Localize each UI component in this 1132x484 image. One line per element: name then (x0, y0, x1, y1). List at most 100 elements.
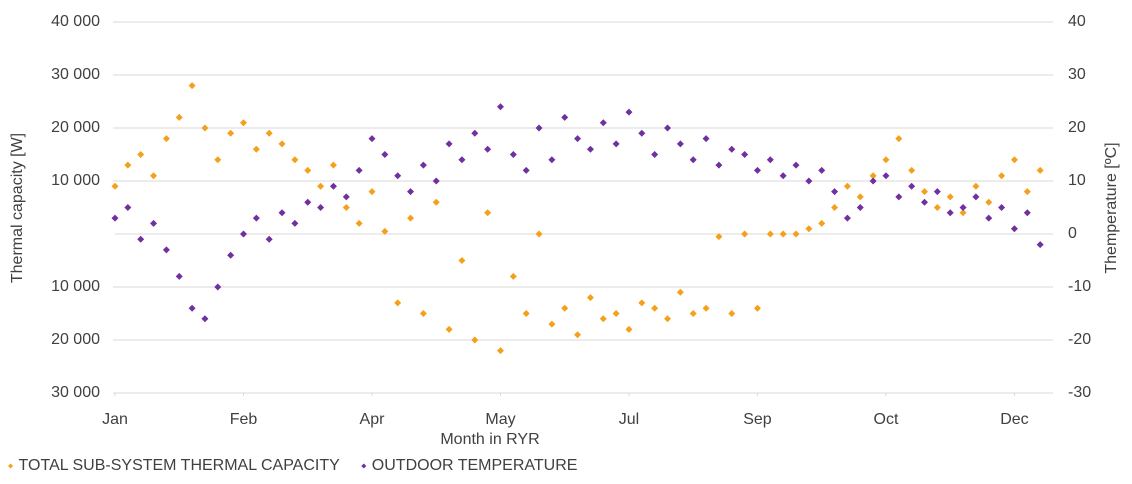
point (856, 193, 864, 201)
point (419, 161, 427, 169)
point (766, 156, 774, 164)
point (959, 204, 967, 211)
legend-marker (361, 463, 367, 469)
point (946, 193, 954, 201)
point (625, 325, 633, 333)
point (484, 145, 492, 153)
point (792, 161, 800, 169)
x-tick-label: Sep (743, 411, 772, 428)
point (252, 214, 260, 222)
y2-tick-label: 30 (1068, 66, 1086, 83)
x-tick-label: May (485, 411, 515, 428)
point (972, 193, 980, 201)
point (882, 156, 890, 164)
point (342, 204, 350, 211)
point (227, 251, 235, 259)
point (535, 124, 543, 132)
point (882, 172, 890, 180)
point (946, 209, 954, 217)
point (921, 198, 929, 206)
point (998, 204, 1006, 211)
point (664, 124, 672, 132)
legend: TOTAL SUB-SYSTEM THERMAL CAPACITY OUTDOOR… (8, 457, 577, 474)
point (509, 151, 517, 158)
point (869, 177, 877, 185)
point (548, 156, 556, 164)
point (342, 193, 350, 201)
point (689, 156, 697, 164)
y2-axis-title: Themperature [ºC] (1103, 142, 1120, 273)
point (201, 315, 209, 323)
point (574, 331, 582, 339)
point (792, 230, 800, 238)
point (985, 198, 993, 206)
point (921, 188, 929, 196)
point (188, 304, 196, 312)
point (304, 166, 312, 174)
point (805, 225, 813, 233)
point (381, 151, 389, 158)
point (496, 103, 504, 111)
y-tick-label: 20 000 (51, 331, 100, 348)
point (239, 119, 247, 127)
point (895, 193, 903, 201)
point (291, 156, 299, 164)
point (676, 288, 684, 296)
point (239, 230, 247, 238)
x-tick-label: Apr (360, 411, 386, 428)
y2-tick-label: 10 (1068, 172, 1086, 189)
point (574, 135, 582, 143)
point (458, 156, 466, 164)
point (779, 230, 787, 238)
x-tick-label: Oct (874, 411, 899, 428)
point (959, 209, 967, 217)
point (599, 315, 607, 323)
legend-label: OUTDOOR TEMPERATURE (372, 457, 578, 474)
y-tick-label: 10 000 (51, 172, 100, 189)
point (895, 135, 903, 143)
point (998, 172, 1006, 180)
point (548, 320, 556, 328)
point (766, 230, 774, 238)
point (291, 219, 299, 227)
x-tick-label: Feb (230, 411, 258, 428)
point (638, 299, 646, 307)
point (972, 182, 980, 190)
y-tick-label: 30 000 (51, 66, 100, 83)
point (201, 124, 209, 132)
x-tick-label: Jan (102, 411, 128, 428)
legend-label: TOTAL SUB-SYSTEM THERMAL CAPACITY (19, 457, 341, 474)
point (111, 182, 119, 190)
point (407, 214, 415, 222)
y2-tick-label: 20 (1068, 119, 1086, 136)
point (715, 233, 723, 241)
point (741, 230, 749, 238)
point (702, 135, 710, 143)
point (496, 347, 504, 355)
point (612, 140, 620, 148)
y-tick-label: 10 000 (51, 278, 100, 295)
point (458, 257, 466, 264)
y2-tick-label: 40 (1068, 13, 1086, 30)
point (227, 129, 235, 137)
point (831, 204, 839, 211)
point (124, 161, 132, 169)
point (561, 304, 569, 312)
point (805, 177, 813, 185)
point (985, 214, 993, 222)
point (818, 219, 826, 227)
point (432, 198, 440, 206)
point (599, 119, 607, 127)
point (522, 166, 530, 174)
y2-tick-label: -30 (1068, 384, 1091, 401)
point (445, 140, 453, 148)
point (1023, 209, 1031, 217)
point (728, 145, 736, 153)
point (638, 129, 646, 137)
point (741, 151, 749, 158)
y2-tick-label: -10 (1068, 278, 1091, 295)
point (651, 304, 659, 312)
point (1023, 188, 1031, 196)
point (612, 310, 620, 317)
